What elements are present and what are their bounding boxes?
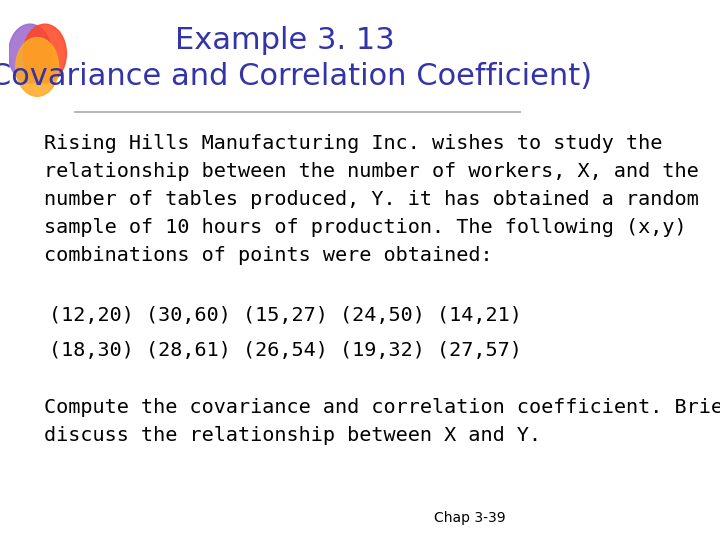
Text: (Covariance and Correlation Coefficient): (Covariance and Correlation Coefficient) [0, 62, 593, 91]
Text: Chap 3-39: Chap 3-39 [433, 511, 505, 525]
Text: (12,20) (30,60) (15,27) (24,50) (14,21): (12,20) (30,60) (15,27) (24,50) (14,21) [49, 306, 521, 325]
Text: Compute the covariance and correlation coefficient. Briefly
discuss the relation: Compute the covariance and correlation c… [45, 399, 720, 445]
Ellipse shape [16, 37, 59, 96]
Text: Rising Hills Manufacturing Inc. wishes to study the
relationship between the num: Rising Hills Manufacturing Inc. wishes t… [45, 134, 699, 265]
Text: (18,30) (28,61) (26,54) (19,32) (27,57): (18,30) (28,61) (26,54) (19,32) (27,57) [49, 341, 521, 360]
Ellipse shape [9, 24, 52, 83]
Text: Example 3. 13: Example 3. 13 [175, 26, 395, 55]
Ellipse shape [23, 24, 66, 83]
